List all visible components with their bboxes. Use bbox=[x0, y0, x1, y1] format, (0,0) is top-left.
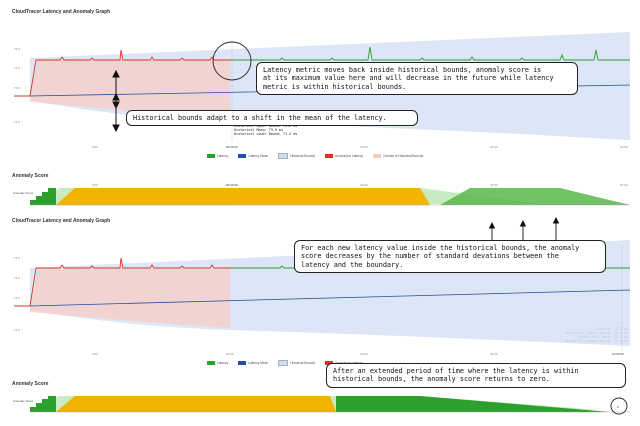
anomalous-latency-line-bottom bbox=[14, 257, 232, 307]
callout-bounds-return: Latency metric moves back inside histori… bbox=[256, 62, 578, 95]
anomalous-latency-line-top bbox=[14, 49, 232, 97]
callout-1-line-3: metric is within historical bounds. bbox=[263, 82, 407, 91]
anomaly-x-tick-1: 0:00 bbox=[92, 183, 98, 187]
anomaly-score-orange-top bbox=[56, 188, 232, 205]
callout-1-line-1: Latency metric moves back inside histori… bbox=[263, 66, 542, 74]
x-tick-bottom-2: 00:00 bbox=[226, 352, 234, 356]
y-tick-top-1: 75.5 bbox=[14, 47, 20, 51]
callout-3-line-3: latency and the boundary. bbox=[301, 260, 404, 269]
y-tick-bottom-2: 74.5 bbox=[14, 276, 20, 280]
anomaly-x-tick-3: 20:00 bbox=[360, 183, 368, 187]
legend-item-latency[interactable]: Latency bbox=[207, 154, 228, 158]
y-tick-bottom-4: 72.5 bbox=[14, 328, 20, 332]
readout-lower: Historical Lower Bound: 71.3 ms bbox=[234, 132, 298, 136]
y-tick-bottom-1: 75.5 bbox=[14, 256, 20, 260]
x-tick-top-5: 10:00 bbox=[620, 145, 628, 149]
x-tick-top-4: 40:00 bbox=[490, 145, 498, 149]
callout-4-line-2: historical bounds, the anomaly score ret… bbox=[333, 375, 550, 384]
outside-bounds-top bbox=[30, 60, 230, 120]
anomaly-score-orange-bottom bbox=[56, 396, 336, 412]
anomaly-axis-label-bottom: Anomaly Score bbox=[13, 399, 34, 403]
callout-score-zero: After an extended period of time where t… bbox=[326, 363, 626, 388]
anomaly-score-green-top bbox=[440, 188, 630, 205]
latency-line-top bbox=[232, 46, 630, 61]
zero-highlight-circle bbox=[610, 397, 628, 415]
anomaly-section-title-top: Anomaly Score bbox=[12, 173, 49, 179]
outside-bounds-bottom bbox=[30, 269, 230, 328]
anomaly-x-tick-5: 60:00 bbox=[620, 183, 628, 187]
anomaly-score-green-bottom bbox=[336, 396, 610, 412]
anomaly-section-title-bottom: Anomaly Score bbox=[12, 381, 49, 387]
callout-bounds-adapt: Historical bounds adapt to a shift in th… bbox=[126, 110, 418, 126]
legend-item-outside[interactable]: Outside of Historical Bounds bbox=[373, 154, 423, 158]
legend-item-bounds[interactable]: Historical Bounds bbox=[278, 153, 315, 159]
legend-item-mean[interactable]: Latency Mean bbox=[238, 154, 268, 158]
anomaly-score-steps-bottom bbox=[30, 396, 56, 412]
chart-title-bottom: CloudTracer Latency and Anomaly Graph bbox=[12, 218, 111, 224]
readout-mean: Historical Mean: 73.9 ms bbox=[234, 128, 283, 132]
y-tick-top-4: 72.5 bbox=[14, 120, 20, 124]
x-tick-bottom-1: 0:00 bbox=[92, 352, 98, 356]
callout-4-line-1: After an extended period of time where t… bbox=[333, 367, 579, 375]
anomaly-score-steps-top bbox=[30, 188, 56, 205]
highlight-circle-top bbox=[212, 41, 252, 81]
chart-title-top: CloudTracer Latency and Anomaly Graph bbox=[12, 9, 111, 15]
callout-3-line-2: score decreases by the number of standar… bbox=[301, 252, 559, 261]
legend-item-anomalous[interactable]: Anomalous Latency bbox=[325, 154, 363, 158]
y-tick-top-2: 74.5 bbox=[14, 66, 20, 70]
x-tick-top-3: 20:00 bbox=[360, 145, 368, 149]
x-tick-top-2: 00:00:40 bbox=[226, 145, 238, 149]
x-tick-bottom-5: 10:00:00 bbox=[612, 352, 624, 356]
anomaly-x-tick-4: 40:00 bbox=[490, 183, 498, 187]
legend-item-latency-b[interactable]: Latency bbox=[207, 361, 228, 365]
callout-1-line-2: at its maximum value here and will decre… bbox=[263, 74, 554, 83]
legend-item-mean-b[interactable]: Latency Mean bbox=[238, 361, 268, 365]
x-tick-bottom-3: 20:00 bbox=[360, 352, 368, 356]
callout-score-decrease: For each new latency value inside the hi… bbox=[294, 240, 606, 273]
callout-3-line-1: For each new latency value inside the hi… bbox=[301, 244, 580, 252]
y-tick-top-3: 73.5 bbox=[14, 86, 20, 90]
legend-top: Latency Latency Mean Historical Bounds A… bbox=[207, 153, 423, 159]
y-tick-bottom-3: 73.5 bbox=[14, 296, 20, 300]
x-tick-bottom-4: 40:00 bbox=[490, 352, 498, 356]
readout-upper: Historical Upper Bound: 74.6 ms bbox=[234, 124, 298, 128]
x-tick-top-1: 0:00 bbox=[92, 145, 98, 149]
anomaly-x-tick-2: 00:00:40 bbox=[226, 183, 238, 187]
legend-item-bounds-b[interactable]: Historical Bounds bbox=[278, 360, 315, 366]
anomaly-axis-label-top: Anomaly Score bbox=[13, 191, 34, 195]
bounds-arrow-top bbox=[112, 69, 120, 133]
anomaly-score-orange2-top bbox=[232, 188, 430, 205]
anomaly-readout-bottom: 0 bbox=[617, 405, 619, 409]
